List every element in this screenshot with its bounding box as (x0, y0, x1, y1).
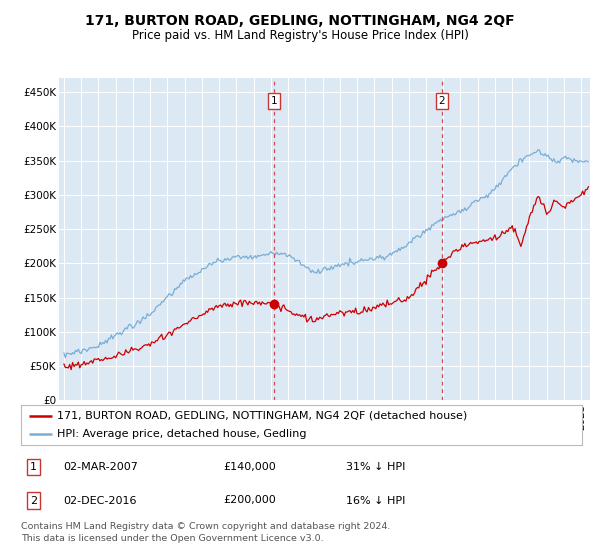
Text: 171, BURTON ROAD, GEDLING, NOTTINGHAM, NG4 2QF: 171, BURTON ROAD, GEDLING, NOTTINGHAM, N… (85, 14, 515, 28)
Text: £140,000: £140,000 (223, 462, 276, 472)
Text: Price paid vs. HM Land Registry's House Price Index (HPI): Price paid vs. HM Land Registry's House … (131, 29, 469, 42)
Text: 1: 1 (271, 96, 277, 106)
Text: 171, BURTON ROAD, GEDLING, NOTTINGHAM, NG4 2QF (detached house): 171, BURTON ROAD, GEDLING, NOTTINGHAM, N… (58, 411, 468, 421)
Text: 16% ↓ HPI: 16% ↓ HPI (346, 496, 406, 506)
Text: Contains HM Land Registry data © Crown copyright and database right 2024.
This d: Contains HM Land Registry data © Crown c… (21, 522, 391, 543)
Text: £200,000: £200,000 (223, 496, 276, 506)
Text: 2: 2 (30, 496, 37, 506)
Text: 02-MAR-2007: 02-MAR-2007 (63, 462, 138, 472)
Text: 2: 2 (439, 96, 445, 106)
Text: 31% ↓ HPI: 31% ↓ HPI (346, 462, 406, 472)
Text: 1: 1 (30, 462, 37, 472)
Text: 02-DEC-2016: 02-DEC-2016 (63, 496, 137, 506)
Text: HPI: Average price, detached house, Gedling: HPI: Average price, detached house, Gedl… (58, 430, 307, 439)
